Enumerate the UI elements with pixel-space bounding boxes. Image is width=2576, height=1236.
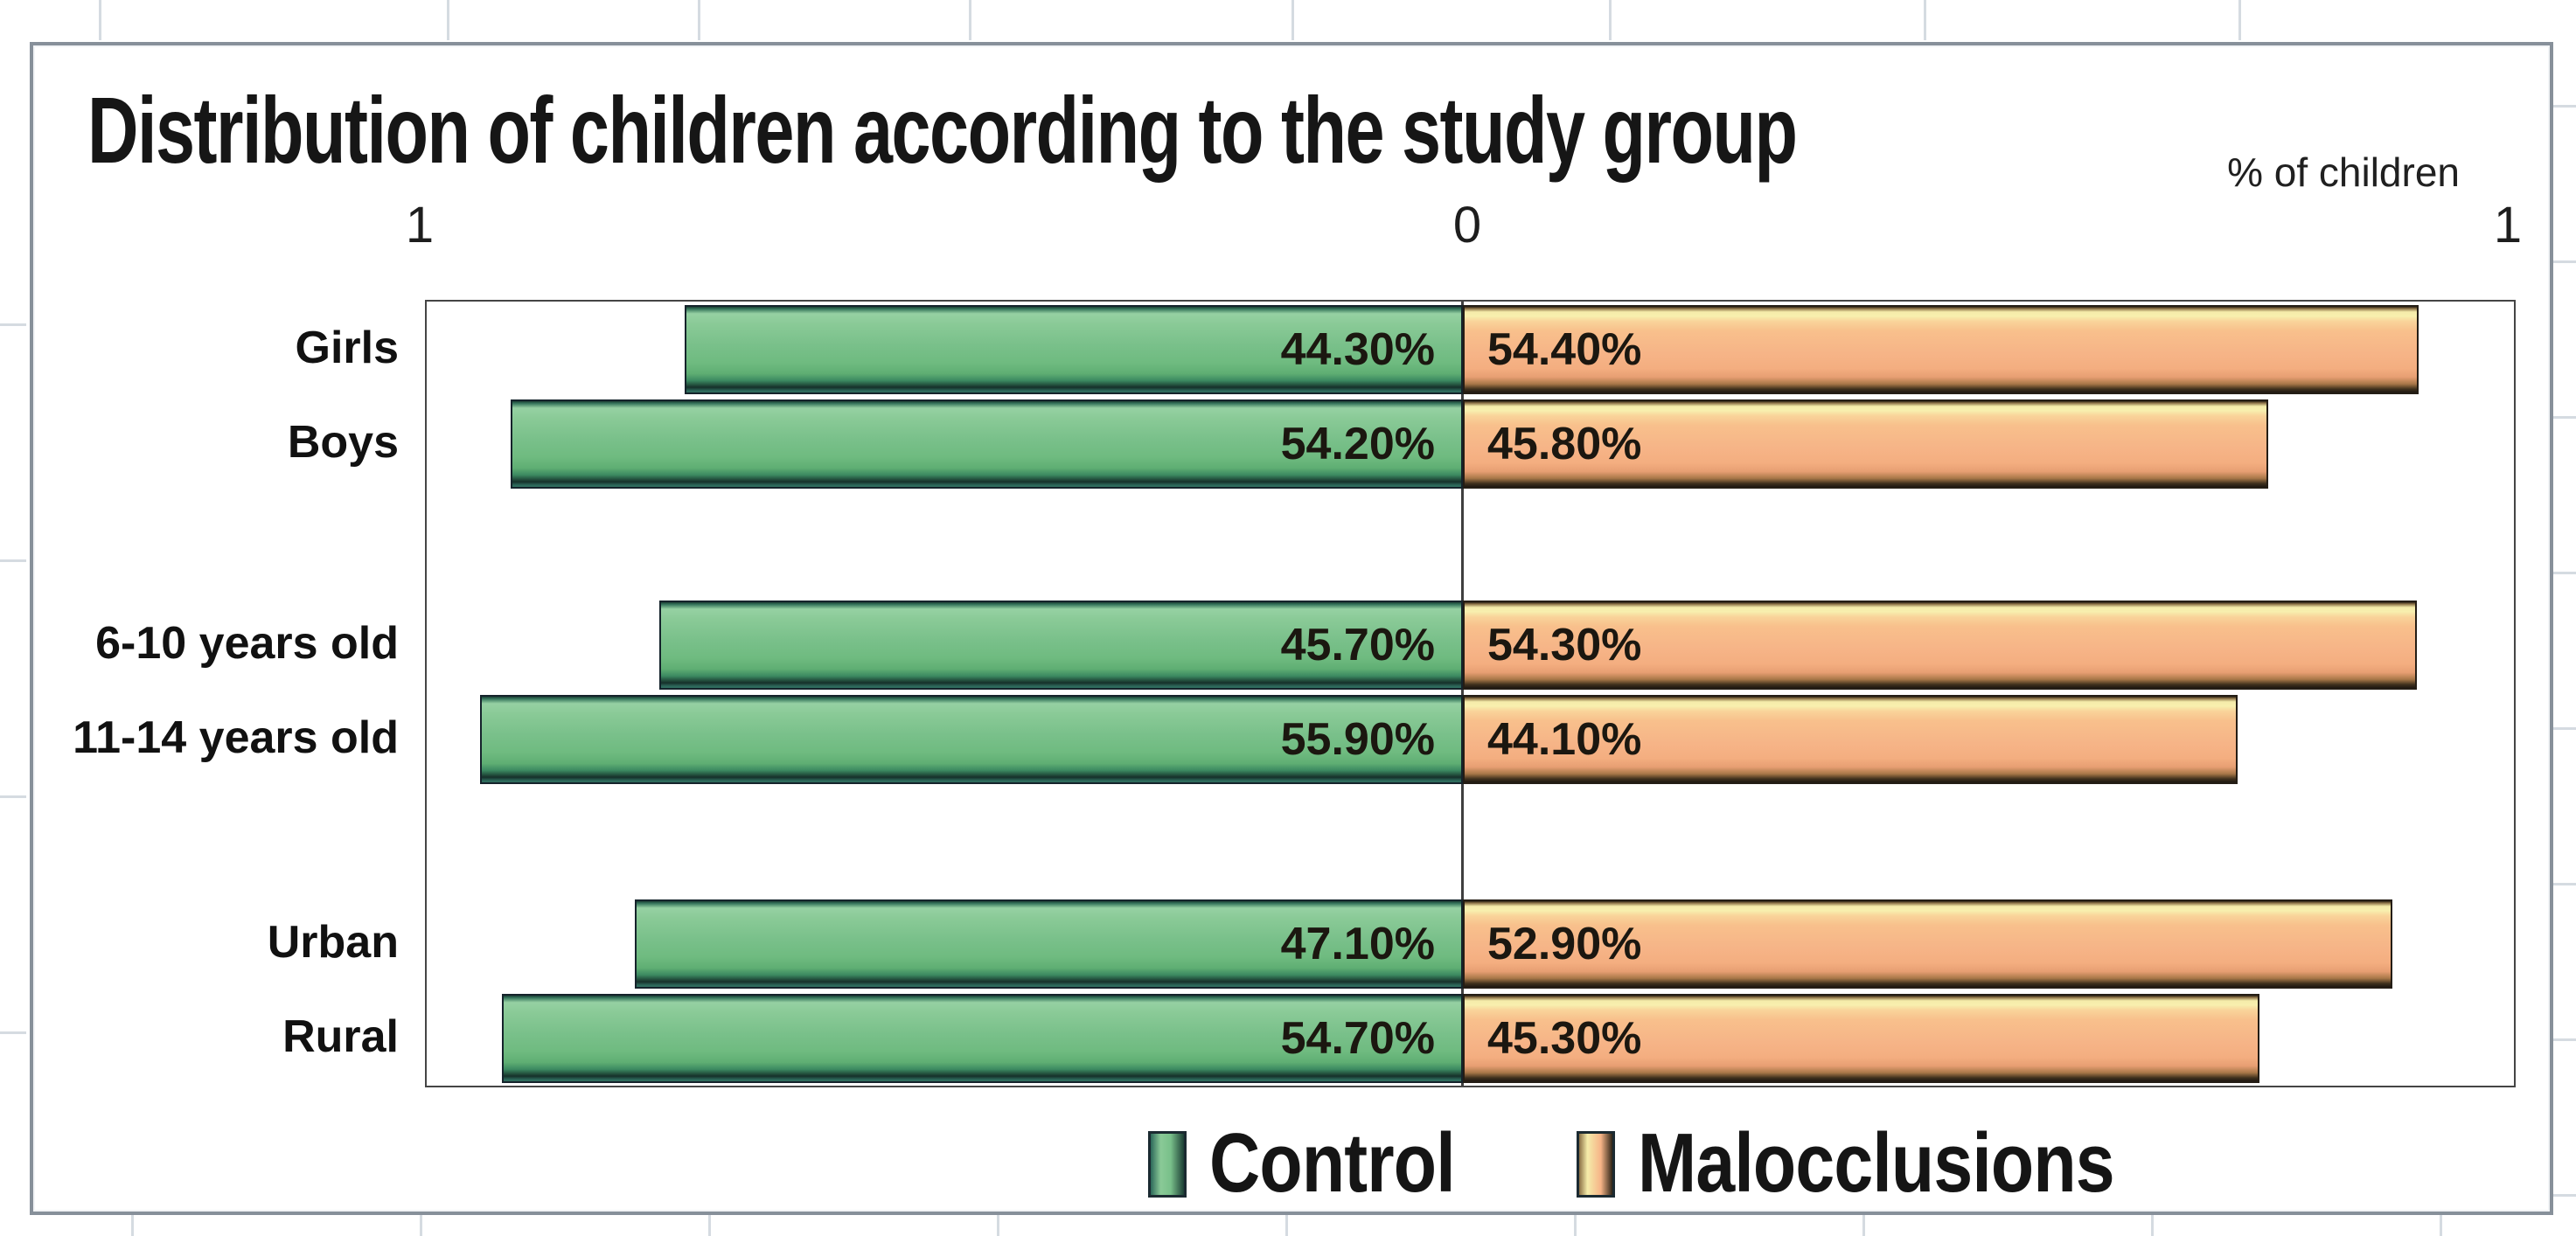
- category-label-11-14-years-old: 11-14 years old: [73, 712, 399, 763]
- legend-swatch-malocclusions: [1577, 1131, 1615, 1198]
- bar-value-label: 47.10%: [1280, 919, 1435, 969]
- sheet-gridline-stub: [0, 323, 26, 326]
- bar-control-6: 54.70%: [502, 994, 1463, 1083]
- axis-tick-center: 0: [1452, 197, 1482, 253]
- sheet-gridline-stub: [2238, 0, 2241, 40]
- sheet-gridline-stub: [2553, 727, 2576, 730]
- sheet-gridline-stub: [2553, 1038, 2576, 1041]
- sheet-gridline-stub: [708, 1215, 711, 1236]
- bar-value-label: 55.90%: [1280, 714, 1435, 765]
- sheet-gridline-stub: [2553, 260, 2576, 263]
- sheet-gridline-stub: [2553, 572, 2576, 574]
- sheet-gridline-stub: [1862, 1215, 1865, 1236]
- bar-value-label: 54.30%: [1487, 620, 1642, 670]
- sheet-gridline-stub: [1924, 0, 1926, 40]
- axis-tick-left: 1: [405, 197, 435, 253]
- bar-value-label: 45.80%: [1487, 419, 1642, 469]
- sheet-gridline-stub: [969, 0, 971, 40]
- category-label-girls: Girls: [295, 323, 400, 373]
- category-label-boys: Boys: [287, 417, 399, 468]
- sheet-gridline-stub: [1291, 0, 1294, 40]
- legend-label-malocclusions: Malocclusions: [1638, 1116, 2115, 1210]
- bar-control-1: 44.30%: [685, 305, 1463, 394]
- sheet-gridline-stub: [420, 1215, 422, 1236]
- category-label-rural: Rural: [282, 1011, 399, 1062]
- sheet-gridline-stub: [99, 0, 101, 40]
- control-half: 44.30% 54.20% 45.70% 55.90% 47.10% 54.70%: [427, 302, 1463, 1086]
- sheet-gridline-stub: [131, 1215, 134, 1236]
- axis-unit-label: % of children: [2227, 149, 2460, 195]
- bar-value-label: 44.30%: [1280, 324, 1435, 375]
- bar-malocclusions-4: 44.10%: [1463, 695, 2238, 784]
- sheet-gridline-stub: [698, 0, 700, 40]
- bar-value-label: 54.70%: [1280, 1013, 1435, 1064]
- bar-control-3: 45.70%: [659, 601, 1463, 690]
- sheet-gridline-stub: [2553, 105, 2576, 108]
- category-label-urban: Urban: [267, 917, 399, 968]
- sheet-gridline-stub: [0, 559, 26, 562]
- sheet-gridline-stub: [1574, 1215, 1577, 1236]
- sheet-gridline-stub: [2151, 1215, 2154, 1236]
- bar-malocclusions-5: 52.90%: [1463, 899, 2392, 989]
- bar-malocclusions-2: 45.80%: [1463, 399, 2268, 489]
- sheet-gridline-stub: [2553, 1194, 2576, 1197]
- plot-area: 44.30% 54.20% 45.70% 55.90% 47.10% 54.70% 54.…: [425, 300, 2516, 1087]
- sheet-gridline-stub: [0, 1031, 26, 1034]
- sheet-gridline-stub: [447, 0, 449, 40]
- legend-swatch-control: [1148, 1131, 1187, 1198]
- sheet-gridline-stub: [1609, 0, 1612, 40]
- sheet-gridline-stub: [2440, 1215, 2442, 1236]
- bar-value-label: 45.30%: [1487, 1013, 1642, 1064]
- bar-malocclusions-3: 54.30%: [1463, 601, 2417, 690]
- bar-value-label: 52.90%: [1487, 919, 1642, 969]
- malocclusions-half: 54.40% 45.80% 54.30% 44.10% 52.90% 45.30%: [1463, 302, 2514, 1086]
- sheet-gridline-stub: [2553, 883, 2576, 885]
- bar-malocclusions-6: 45.30%: [1463, 994, 2259, 1083]
- bar-control-4: 55.90%: [480, 695, 1463, 784]
- axis-tick-right: 1: [2493, 197, 2523, 253]
- sheet-gridline-stub: [2553, 416, 2576, 419]
- bar-value-label: 54.20%: [1280, 419, 1435, 469]
- bar-malocclusions-1: 54.40%: [1463, 305, 2419, 394]
- bar-value-label: 45.70%: [1280, 620, 1435, 670]
- bar-control-5: 47.10%: [635, 899, 1463, 989]
- category-label-6-10-years-old: 6-10 years old: [95, 618, 399, 669]
- bar-control-2: 54.20%: [511, 399, 1463, 489]
- bar-value-label: 54.40%: [1487, 324, 1642, 375]
- bar-value-label: 44.10%: [1487, 714, 1642, 765]
- sheet-gridline-stub: [1285, 1215, 1288, 1236]
- center-axis-line: [1461, 302, 1464, 1086]
- chart-title: Distribution of children according to th…: [87, 77, 1798, 183]
- sheet-gridline-stub: [997, 1215, 999, 1236]
- sheet-gridline-stub: [0, 795, 26, 798]
- legend-label-control: Control: [1209, 1116, 1456, 1210]
